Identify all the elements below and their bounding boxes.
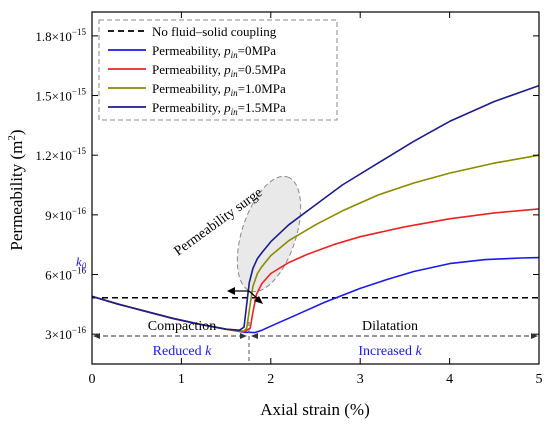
dilatation-arrow-left-head (251, 333, 258, 339)
dilatation-arrow-right-head (531, 333, 538, 339)
surge-highlight-ellipse (236, 175, 302, 293)
series-line-2 (91, 208, 540, 333)
series-line-3 (91, 154, 540, 333)
y-tick-label: 1.5×10−15 (35, 87, 86, 104)
x-tick-label: 3 (357, 372, 364, 387)
y-tick-label: 1.8×10−15 (35, 27, 86, 44)
y-tick-label: 9×10−16 (45, 206, 86, 223)
increased-k-label: Increased k (358, 344, 422, 359)
x-tick-label: 4 (446, 372, 453, 387)
k0-label: k0 (76, 254, 87, 271)
legend-label-0: No fluid–solid coupling (152, 24, 277, 39)
series-layer (91, 84, 540, 334)
x-tick-label: 1 (178, 372, 185, 387)
dilatation-label: Dilatation (362, 319, 418, 334)
legend: No fluid–solid coupling Permeability, pin… (108, 24, 286, 117)
legend-box (98, 19, 338, 121)
legend-label-2: Permeability, pin=0.5MPa (152, 62, 286, 79)
surge-arrow-left-head (227, 287, 235, 295)
x-tick-label: 0 (89, 372, 96, 387)
compaction-arrow-right-head (240, 333, 247, 339)
reduced-k-label: Reduced k (153, 344, 212, 359)
legend-label-3: Permeability, pin=1.0MPa (152, 81, 286, 98)
legend-label-4: Permeability, pin=1.5MPa (152, 100, 286, 117)
y-axis-title: Permeability (m2) (6, 129, 26, 250)
y-tick-label: 1.2×10−15 (35, 146, 86, 163)
x-tick-label: 2 (267, 372, 274, 387)
x-tick-label: 5 (536, 372, 543, 387)
plot-frame (91, 11, 540, 365)
y-tick-label: 3×10−16 (45, 325, 86, 342)
y-ticks: 3×10−16 6×10−16 9×10−16 1.2×10−15 1.5×10−15 1… (35, 27, 539, 342)
x-axis-title: Axial strain (%) (260, 400, 370, 419)
series-line-4 (91, 84, 540, 332)
surge-arrow-down-head (254, 296, 263, 304)
compaction-arrow-left-head (93, 333, 100, 339)
legend-label-1: Permeability, pin=0MPa (152, 43, 276, 60)
x-ticks: 0 1 2 3 4 5 (89, 12, 543, 387)
compaction-label: Compaction (148, 319, 216, 334)
y-tick-label: 6×10−16 (45, 266, 86, 283)
